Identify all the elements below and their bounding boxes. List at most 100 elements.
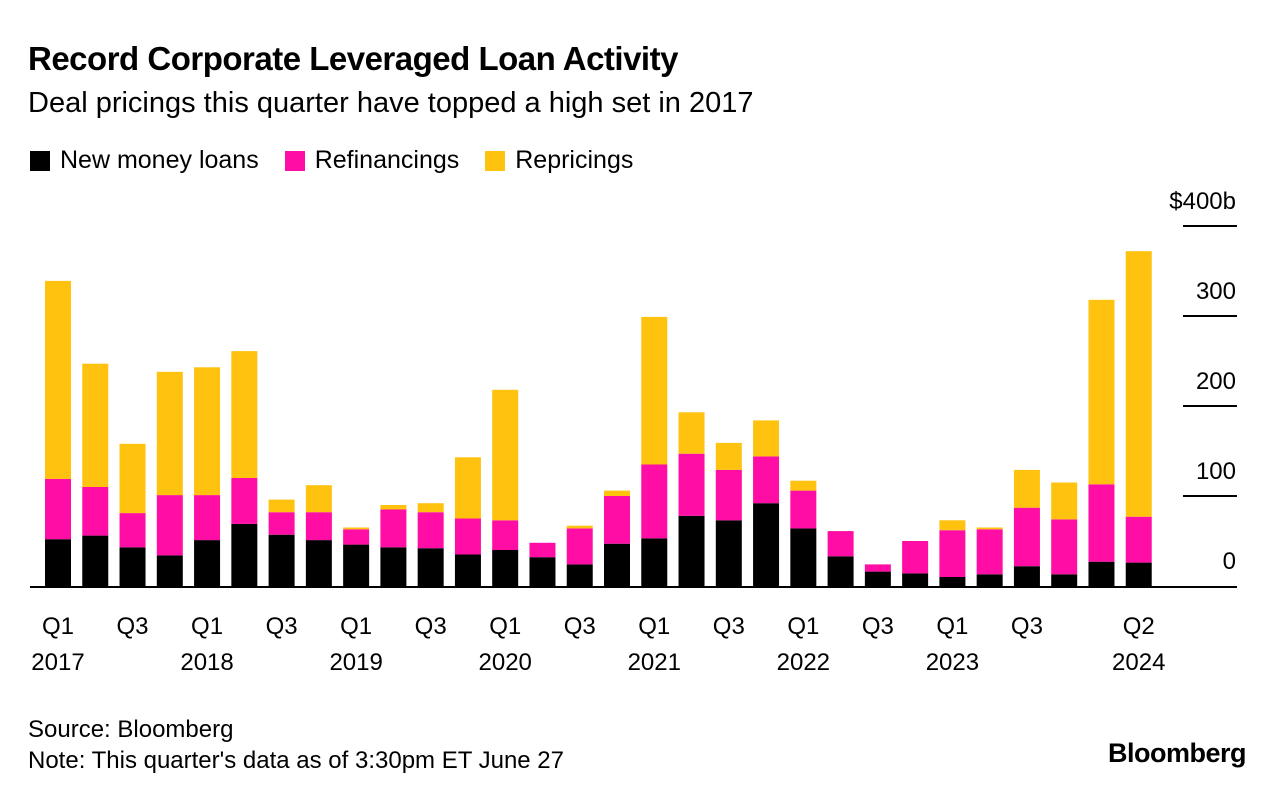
x-tick-quarter-14: Q3: [564, 613, 596, 640]
bar-new-money-loans-3: [156, 555, 183, 586]
bar-repricings-3: [156, 371, 183, 496]
bar-new-money-loans-7: [305, 540, 332, 586]
bar-refinancings-9: [380, 509, 407, 548]
bar-refinancings-14: [566, 528, 593, 565]
bar-repricings-29: [1125, 251, 1152, 517]
bar-new-money-loans-28: [1088, 561, 1115, 586]
bar-new-money-loans-9: [380, 547, 407, 586]
bar-refinancings-7: [305, 512, 332, 541]
legend-item-new-money: New money loans: [30, 146, 259, 175]
bar-new-money-loans-24: [939, 577, 966, 586]
bar-refinancings-3: [156, 495, 183, 556]
legend: New money loans Refinancings Repricings: [30, 146, 659, 175]
bar-refinancings-8: [343, 529, 370, 545]
bar-new-money-loans-11: [454, 554, 481, 586]
bar-repricings-4: [194, 367, 221, 496]
bar-repricings-27: [1051, 482, 1078, 520]
source-note: Source: Bloomberg: [28, 716, 234, 743]
bar-refinancings-24: [939, 530, 966, 577]
bar-new-money-loans-26: [1013, 566, 1040, 586]
bar-repricings-9: [380, 505, 407, 510]
x-tick-quarter-0: Q1: [42, 613, 74, 640]
legend-swatch-repricings: [485, 150, 506, 171]
bar-new-money-loans-13: [529, 557, 556, 586]
bar-refinancings-23: [902, 541, 929, 574]
bar-refinancings-11: [454, 518, 481, 555]
bar-new-money-loans-10: [417, 548, 444, 586]
bar-new-money-loans-2: [119, 547, 146, 586]
bar-repricings-19: [753, 420, 780, 457]
x-tick-quarter-22: Q3: [862, 613, 894, 640]
bar-refinancings-5: [231, 478, 258, 524]
x-tick-year-16: 2021: [628, 649, 681, 676]
bar-refinancings-16: [641, 464, 668, 539]
legend-label-repricings: Repricings: [515, 146, 634, 174]
bar-refinancings-22: [864, 564, 891, 572]
x-tick-quarter-2: Q3: [117, 613, 149, 640]
bar-refinancings-20: [790, 490, 817, 529]
footer: Source: Bloomberg Note: This quarter's d…: [28, 714, 564, 776]
bar-repricings-25: [976, 527, 1003, 530]
bar-new-money-loans-16: [641, 538, 668, 586]
bar-new-money-loans-21: [827, 556, 854, 586]
y-tick-label-100: 100: [1196, 458, 1236, 485]
data-note: Note: This quarter's data as of 3:30pm E…: [28, 747, 565, 774]
bar-repricings-15: [604, 490, 630, 496]
bar-refinancings-18: [715, 469, 742, 521]
bar-repricings-7: [305, 485, 332, 513]
legend-item-refinancings: Refinancings: [284, 146, 459, 175]
x-tick-year-29: 2024: [1112, 649, 1165, 676]
x-tick-quarter-12: Q1: [489, 613, 521, 640]
bar-repricings-17: [678, 412, 705, 454]
bar-new-money-loans-14: [566, 564, 593, 586]
x-tick-quarter-4: Q1: [191, 613, 223, 640]
bar-refinancings-29: [1125, 516, 1152, 563]
x-tick-year-20: 2022: [777, 649, 830, 676]
bar-repricings-10: [417, 503, 444, 513]
bar-repricings-24: [939, 520, 966, 531]
bar-refinancings-25: [976, 529, 1003, 575]
bar-new-money-loans-4: [194, 540, 221, 586]
bar-refinancings-13: [529, 542, 556, 558]
bar-new-money-loans-27: [1051, 574, 1078, 586]
bar-new-money-loans-6: [268, 534, 295, 586]
bar-new-money-loans-25: [976, 574, 1003, 586]
bar-repricings-12: [492, 389, 519, 521]
bar-new-money-loans-12: [492, 550, 519, 586]
bar-refinancings-6: [268, 512, 295, 535]
legend-swatch-new-money: [30, 150, 50, 171]
bar-refinancings-19: [753, 456, 780, 504]
bar-new-money-loans-29: [1125, 562, 1152, 586]
legend-label-new-money: New money loans: [60, 146, 259, 174]
y-tick-label-200: 200: [1196, 368, 1236, 395]
bloomberg-logo: Bloomberg: [1107, 738, 1247, 768]
bar-new-money-loans-20: [790, 528, 817, 586]
bar-new-money-loans-23: [902, 573, 929, 586]
y-tick-label-400: $400b: [1169, 188, 1236, 215]
x-tick-year-12: 2020: [479, 649, 532, 676]
bar-new-money-loans-8: [343, 544, 370, 586]
x-tick-year-4: 2018: [180, 649, 233, 676]
bar-new-money-loans-19: [753, 503, 780, 586]
bar-repricings-16: [641, 316, 668, 465]
legend-swatch-refinancings: [284, 150, 305, 171]
bar-refinancings-28: [1088, 484, 1115, 562]
x-tick-quarter-26: Q3: [1011, 613, 1043, 640]
bar-repricings-26: [1013, 469, 1040, 508]
chart-subtitle: Deal pricings this quarter have topped a…: [28, 87, 754, 119]
bar-repricings-14: [566, 525, 593, 529]
x-tick-quarter-24: Q1: [936, 613, 968, 640]
x-tick-quarter-16: Q1: [638, 613, 670, 640]
x-tick-quarter-29: Q2: [1123, 613, 1155, 640]
bar-repricings-2: [119, 443, 146, 514]
bar-repricings-11: [454, 457, 481, 519]
bar-refinancings-10: [417, 512, 444, 549]
x-tick-quarter-10: Q3: [415, 613, 447, 640]
bar-refinancings-2: [119, 513, 146, 548]
bar-repricings-8: [343, 527, 370, 530]
bar-repricings-1: [82, 363, 109, 487]
x-tick-year-24: 2023: [926, 649, 979, 676]
bar-new-money-loans-18: [715, 520, 742, 586]
x-tick-quarter-18: Q3: [713, 613, 745, 640]
